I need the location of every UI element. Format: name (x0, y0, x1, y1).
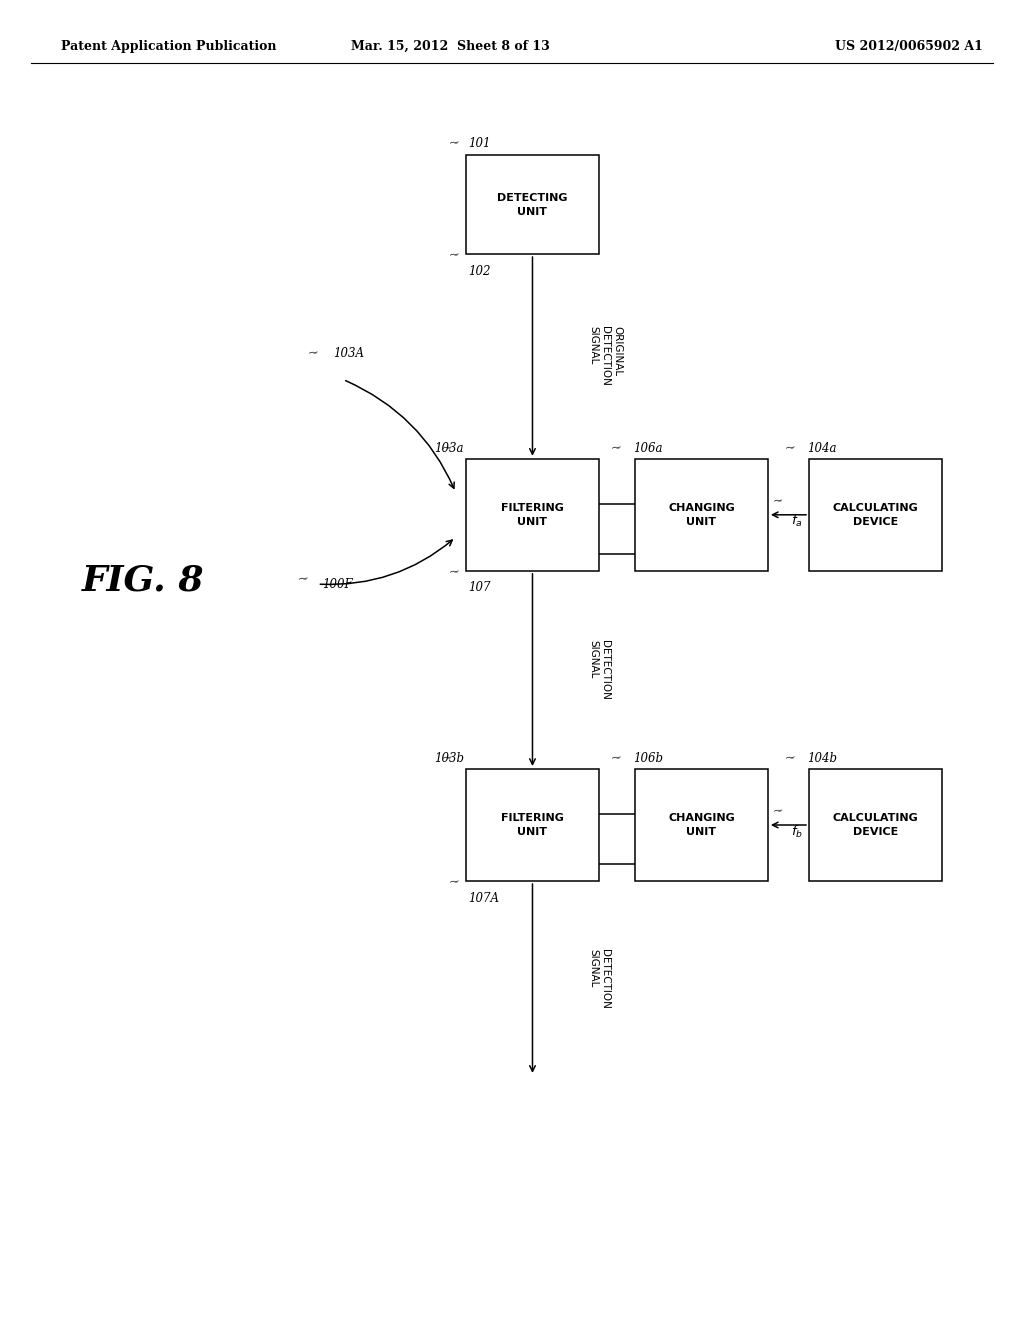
Text: ~: ~ (449, 248, 461, 261)
Text: ~: ~ (610, 751, 623, 766)
Text: DETECTION
SIGNAL: DETECTION SIGNAL (589, 640, 610, 700)
Text: ORIGINAL
DETECTION
SIGNAL: ORIGINAL DETECTION SIGNAL (589, 326, 622, 387)
Text: 100F: 100F (323, 578, 353, 590)
Text: CHANGING
UNIT: CHANGING UNIT (668, 503, 735, 527)
Bar (466, 459, 599, 570)
Text: ~: ~ (307, 346, 319, 360)
Text: 106b: 106b (633, 752, 663, 766)
Text: 107A: 107A (468, 892, 499, 904)
Text: 103a: 103a (434, 442, 464, 454)
Text: 101: 101 (468, 137, 490, 150)
Text: ~: ~ (772, 804, 783, 818)
Bar (466, 768, 599, 882)
Text: Mar. 15, 2012  Sheet 8 of 13: Mar. 15, 2012 Sheet 8 of 13 (351, 40, 550, 53)
Text: 103A: 103A (333, 347, 364, 360)
Text: ~: ~ (297, 573, 309, 586)
Text: 104a: 104a (807, 442, 837, 454)
Text: $f_a$: $f_a$ (791, 513, 802, 529)
Text: FIG. 8: FIG. 8 (82, 564, 205, 598)
Text: 103b: 103b (434, 752, 464, 766)
Bar (635, 459, 768, 570)
Text: ~: ~ (784, 441, 797, 454)
Text: Patent Application Publication: Patent Application Publication (61, 40, 276, 53)
Text: FILTERING
UNIT: FILTERING UNIT (501, 813, 564, 837)
Text: ~: ~ (449, 875, 461, 890)
Text: ~: ~ (441, 441, 454, 454)
Text: ~: ~ (772, 494, 783, 508)
Bar (635, 768, 768, 882)
Text: DETECTION
SIGNAL: DETECTION SIGNAL (589, 949, 610, 1008)
Text: 106a: 106a (633, 442, 663, 454)
Text: DETECTING
UNIT: DETECTING UNIT (498, 193, 567, 216)
Bar (466, 154, 599, 253)
Text: ~: ~ (449, 136, 461, 150)
Text: ~: ~ (784, 751, 797, 766)
Text: ~: ~ (441, 751, 454, 766)
Text: CHANGING
UNIT: CHANGING UNIT (668, 813, 735, 837)
Bar (809, 768, 942, 882)
Text: ~: ~ (449, 565, 461, 578)
Text: 102: 102 (468, 264, 490, 277)
Text: 104b: 104b (807, 752, 837, 766)
Text: CALCULATING
DEVICE: CALCULATING DEVICE (833, 813, 919, 837)
Bar (809, 459, 942, 570)
Text: CALCULATING
DEVICE: CALCULATING DEVICE (833, 503, 919, 527)
Text: $f_b$: $f_b$ (791, 824, 803, 840)
Text: 107: 107 (468, 581, 490, 594)
Text: ~: ~ (610, 441, 623, 454)
Text: US 2012/0065902 A1: US 2012/0065902 A1 (836, 40, 983, 53)
Text: FILTERING
UNIT: FILTERING UNIT (501, 503, 564, 527)
